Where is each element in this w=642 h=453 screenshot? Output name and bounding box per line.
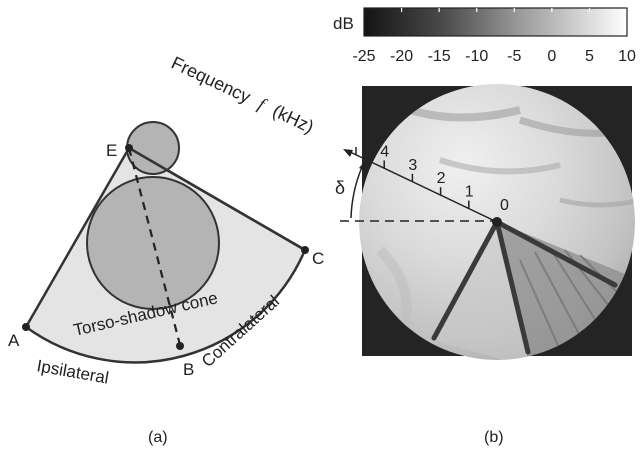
frequency-axis-title: Frequency f (kHz): [168, 53, 317, 138]
point-c-marker: [301, 246, 309, 254]
frequency-tick-label: 2: [437, 170, 446, 187]
colorbar: [363, 7, 628, 37]
angle-symbol: δ: [335, 178, 345, 198]
point-c-label: C: [312, 249, 324, 268]
point-e-label: E: [106, 141, 117, 160]
caption-a: (a): [148, 429, 168, 446]
angle-arc: [350, 166, 363, 219]
frequency-axis-unit: (kHz): [270, 101, 317, 138]
wedge-line-2: [494, 219, 531, 355]
frequency-axis-arrowhead: [343, 149, 353, 157]
frequency-tick-label: 1: [465, 184, 474, 201]
panel-a: E A B C Torso-shadow cone Ipsilateral Co…: [8, 121, 324, 446]
wedge-line-1: [431, 219, 500, 341]
point-e-marker: [125, 144, 133, 152]
ipsilateral-label: Ipsilateral: [35, 356, 110, 387]
colorbar-unit: dB: [333, 14, 354, 33]
cone-tangent-line: [128, 146, 306, 252]
panel-b: dB -25 -20 -15 -10 -5 0 5 10: [168, 7, 636, 446]
origin-marker: [492, 217, 502, 227]
frequency-tick-label: 0: [500, 197, 509, 214]
colorbar-tick-label: -25: [352, 48, 375, 65]
frequency-tick-label: 4: [380, 143, 389, 160]
point-b-marker: [176, 342, 184, 350]
frequency-ticks: 0 1 2 3 4 5: [352, 130, 509, 214]
frequency-axis-main: Frequency: [168, 53, 253, 108]
colorbar-tick-label: -10: [465, 48, 488, 65]
point-a-label: A: [8, 331, 20, 350]
frequency-axis-symbol: f: [255, 94, 271, 115]
axis-dashed-line: [127, 147, 182, 346]
angle-arc-arrowhead: [359, 161, 366, 171]
colorbar-tick-label: -15: [428, 48, 451, 65]
colorbar-tick-label: 5: [585, 48, 594, 65]
colorbar-tick-label: -5: [507, 48, 521, 65]
colorbar-ticks: -25 -20 -15 -10 -5 0 5 10: [352, 8, 636, 65]
colorbar-tick-label: 10: [618, 48, 636, 65]
frequency-tick-label: 5: [352, 130, 361, 147]
caption-b: (b): [484, 429, 504, 446]
point-a-marker: [22, 323, 30, 331]
torso-circle: [86, 176, 220, 310]
frequency-tick-label: 3: [408, 157, 417, 174]
point-b-label: B: [183, 360, 194, 379]
colorbar-tick-label: 0: [547, 48, 556, 65]
colorbar-tick-label: -20: [390, 48, 413, 65]
frequency-axis: [347, 150, 498, 223]
wedge-line-3: [494, 219, 618, 288]
